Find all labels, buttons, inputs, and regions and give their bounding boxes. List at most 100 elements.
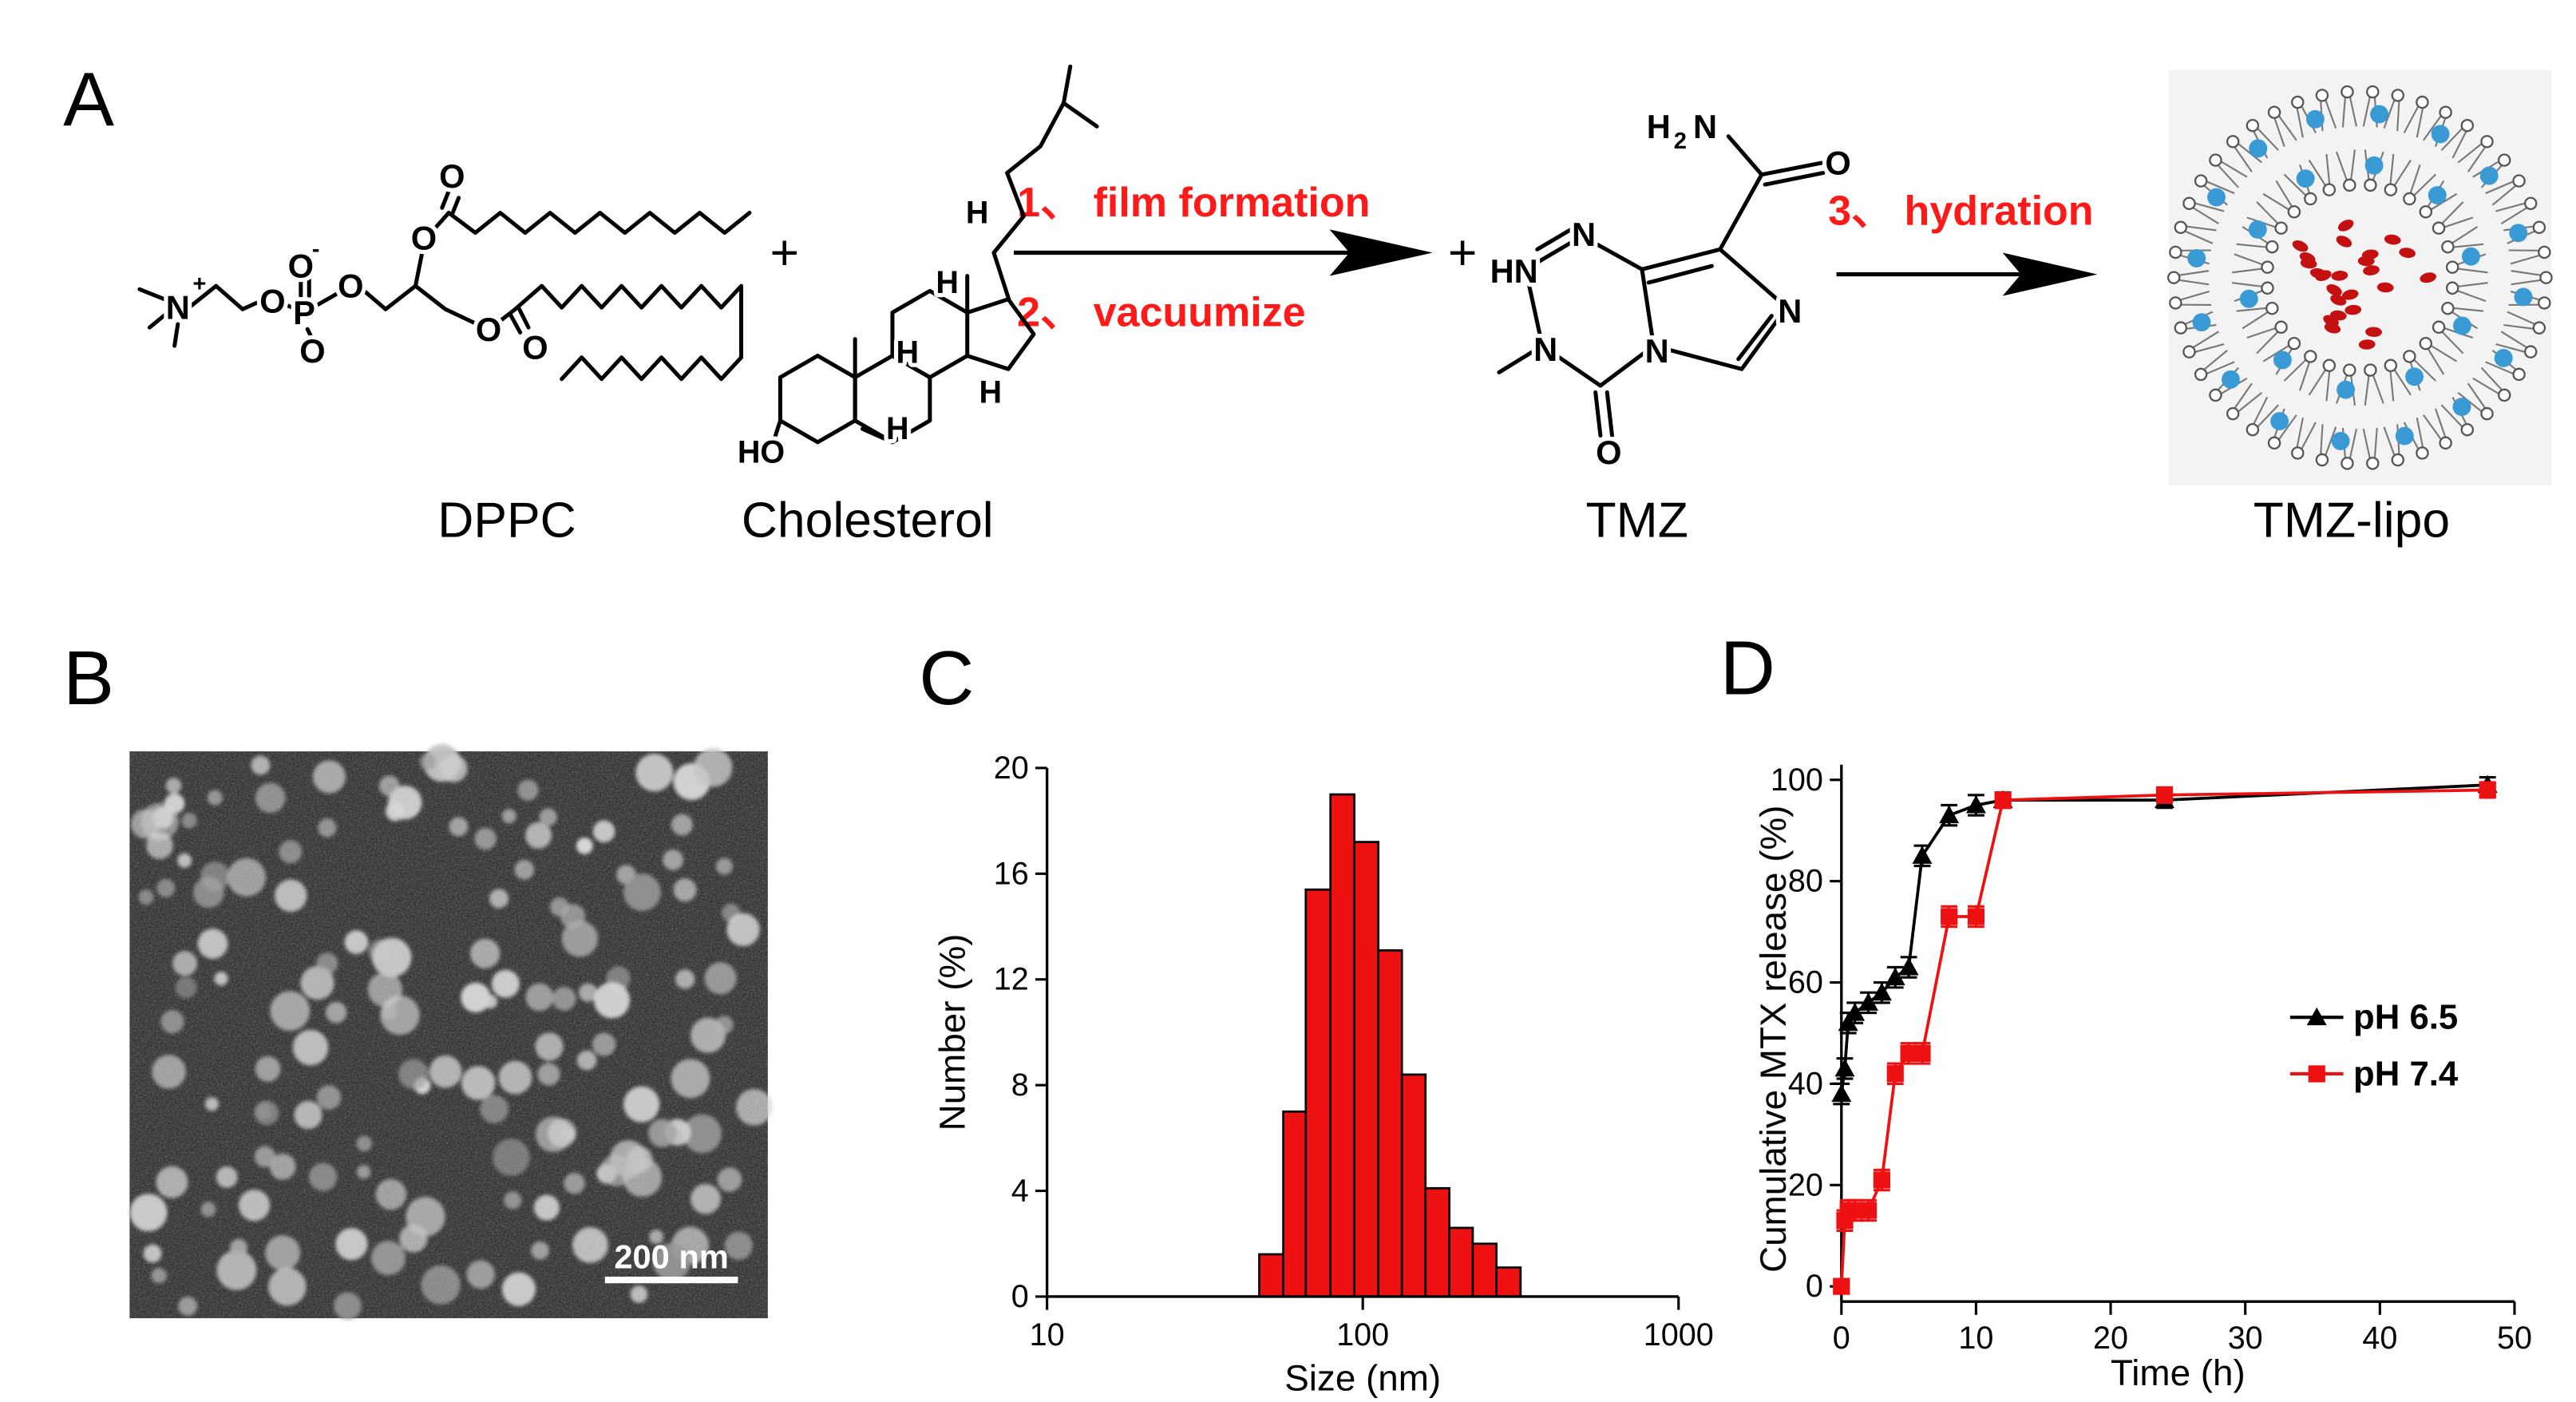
lipid-tail bbox=[2277, 115, 2297, 141]
tem-particle bbox=[178, 1296, 198, 1316]
compound-name: TMZ bbox=[1586, 493, 1688, 549]
bond bbox=[861, 426, 895, 445]
lipid-tail bbox=[2320, 424, 2324, 455]
lipid-tail bbox=[2325, 426, 2337, 456]
bar bbox=[1258, 1253, 1284, 1298]
tem-particle bbox=[671, 1059, 710, 1099]
x-tick-label: 20 bbox=[2093, 1321, 2128, 1356]
drug-molecule bbox=[2420, 272, 2436, 283]
y-tick-label: 16 bbox=[994, 856, 1029, 891]
tem-particle bbox=[504, 1191, 522, 1210]
marker bbox=[1859, 1202, 1878, 1219]
tem-particle bbox=[517, 779, 539, 801]
y-tick-label: 0 bbox=[1806, 1269, 1823, 1304]
lipid-head bbox=[2226, 406, 2240, 421]
bond bbox=[1739, 305, 1789, 371]
bond bbox=[560, 355, 744, 382]
drug-molecule bbox=[2337, 220, 2354, 232]
atom-label: O bbox=[1596, 434, 1621, 471]
lipid-head bbox=[2416, 95, 2429, 109]
lipid-tail bbox=[2409, 164, 2421, 194]
lipid-tail bbox=[2430, 345, 2458, 362]
x-tick-label: 10 bbox=[1030, 1317, 1065, 1352]
lipid-tail bbox=[2234, 253, 2263, 266]
lipid-head bbox=[2261, 260, 2274, 274]
lipid-tail bbox=[2325, 370, 2331, 402]
series-line bbox=[1839, 788, 2488, 1287]
lipid-tail bbox=[2423, 414, 2442, 440]
lipid-tail bbox=[2257, 128, 2279, 151]
lipid-tail bbox=[2457, 392, 2483, 413]
tem-particle bbox=[675, 969, 695, 989]
tem-particle bbox=[726, 913, 760, 947]
lipid-tail bbox=[2480, 366, 2503, 391]
atom-label: O bbox=[299, 332, 325, 370]
atom-label: O bbox=[1825, 145, 1850, 182]
lipid-head bbox=[2174, 220, 2188, 235]
tem-particle bbox=[531, 1241, 549, 1260]
tem-particle bbox=[216, 1166, 238, 1188]
atom-label: O bbox=[338, 267, 363, 305]
atom-label: N bbox=[1693, 108, 1717, 145]
tem-particle bbox=[146, 832, 173, 859]
tem-particle bbox=[192, 877, 224, 909]
arrow-head bbox=[2002, 252, 2098, 296]
lipid-tail bbox=[2194, 343, 2225, 353]
bond bbox=[1718, 172, 1764, 251]
tem-particle bbox=[572, 1227, 608, 1263]
tem-particle bbox=[724, 1231, 753, 1260]
tem-particle bbox=[269, 1153, 296, 1180]
cholesterol-dot bbox=[2452, 398, 2471, 417]
lipid-head bbox=[2291, 95, 2305, 109]
tem-particle bbox=[216, 1250, 257, 1290]
lipid-head bbox=[2366, 85, 2380, 99]
lipid-head bbox=[2194, 367, 2208, 382]
lipid-tail bbox=[2192, 207, 2219, 225]
bond bbox=[1640, 247, 1723, 271]
atom-label: 2 bbox=[1674, 129, 1687, 154]
bond bbox=[508, 312, 523, 335]
tem-particle bbox=[143, 1244, 162, 1263]
atom-label: O bbox=[288, 248, 314, 285]
marker bbox=[1939, 805, 1960, 824]
bond bbox=[137, 287, 167, 302]
tem-particle bbox=[197, 929, 228, 959]
atom-label: + bbox=[192, 271, 206, 297]
atom-label: N bbox=[166, 289, 190, 327]
lipid-head bbox=[2532, 220, 2546, 235]
tem-noise bbox=[129, 751, 768, 1319]
lipid-head bbox=[2364, 363, 2377, 377]
bond bbox=[172, 322, 180, 348]
tem-particle bbox=[294, 1100, 322, 1130]
lipid-head bbox=[2498, 388, 2511, 402]
tem-particle bbox=[623, 873, 661, 912]
lipid-tail bbox=[2485, 180, 2514, 195]
lipid-tail bbox=[2362, 428, 2371, 459]
tem-particle bbox=[533, 1194, 560, 1221]
lipid-head bbox=[2384, 358, 2398, 373]
marker bbox=[1845, 1003, 1866, 1021]
lipid-tail bbox=[2372, 374, 2384, 404]
tem-particle bbox=[524, 822, 552, 849]
drug-molecule bbox=[2329, 310, 2347, 321]
tem-particle bbox=[501, 809, 516, 824]
tem-particle bbox=[491, 969, 520, 998]
cholesterol-dot bbox=[2479, 166, 2499, 185]
tem-particle bbox=[652, 1242, 691, 1281]
bond bbox=[440, 188, 451, 210]
marker bbox=[1885, 967, 1905, 986]
tem-particle bbox=[635, 754, 674, 792]
marker bbox=[2479, 781, 2496, 799]
tem-particle bbox=[693, 748, 733, 787]
atom-label: H bbox=[979, 374, 1003, 410]
tem-particle bbox=[370, 1241, 406, 1276]
tem-particle bbox=[673, 878, 697, 902]
bond bbox=[413, 251, 425, 288]
tem-particle bbox=[449, 817, 469, 837]
bond bbox=[1535, 225, 1577, 251]
lipid-tail bbox=[2217, 164, 2239, 188]
lipid-tail bbox=[2443, 216, 2474, 228]
bond bbox=[1718, 247, 1789, 310]
lipid-head bbox=[2343, 363, 2356, 377]
